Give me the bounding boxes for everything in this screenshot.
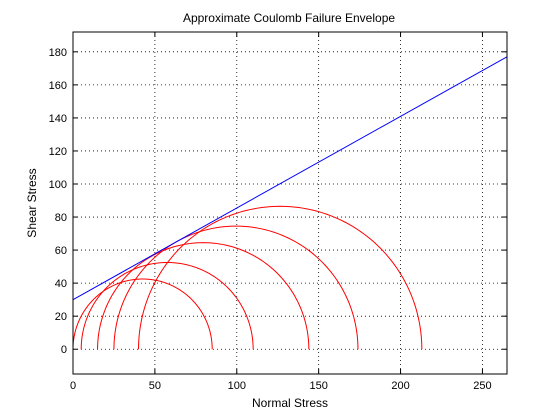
- x-tick-label: 100: [228, 380, 246, 392]
- x-tick-label: 250: [473, 380, 491, 392]
- x-tick-label: 150: [309, 380, 327, 392]
- mohr-circle: [113, 225, 359, 350]
- y-tick-label: 100: [49, 179, 67, 191]
- mohr-circle: [97, 242, 310, 350]
- mohr-circle: [138, 205, 423, 350]
- y-tick-label: 20: [55, 311, 67, 323]
- y-tick-label: 180: [49, 47, 67, 59]
- failure-envelope-line: [73, 56, 507, 301]
- x-tick-label: 50: [149, 380, 161, 392]
- y-tick-label: 140: [49, 113, 67, 125]
- x-tick-label: 200: [391, 380, 409, 392]
- chart-title: Approximate Coulomb Failure Envelope: [183, 11, 395, 25]
- x-axis-label: Normal Stress: [252, 396, 328, 410]
- y-tick-label: 80: [55, 212, 67, 224]
- axis-ticks: 0 50 100 150 200 250 0 20 40 60 80 100 120 140 160 180: [49, 32, 507, 392]
- mohr-circle: [73, 278, 213, 350]
- plot-area: [73, 56, 507, 350]
- x-tick-label: 0: [70, 380, 76, 392]
- y-tick-label: 120: [49, 146, 67, 158]
- y-tick-label: 40: [55, 278, 67, 290]
- y-axis-label: Shear Stress: [25, 168, 39, 237]
- y-tick-label: 160: [49, 80, 67, 92]
- y-tick-label: 60: [55, 245, 67, 257]
- grid-lines: [72, 32, 507, 374]
- plot-frame: [72, 31, 508, 375]
- y-tick-label: 0: [61, 344, 67, 356]
